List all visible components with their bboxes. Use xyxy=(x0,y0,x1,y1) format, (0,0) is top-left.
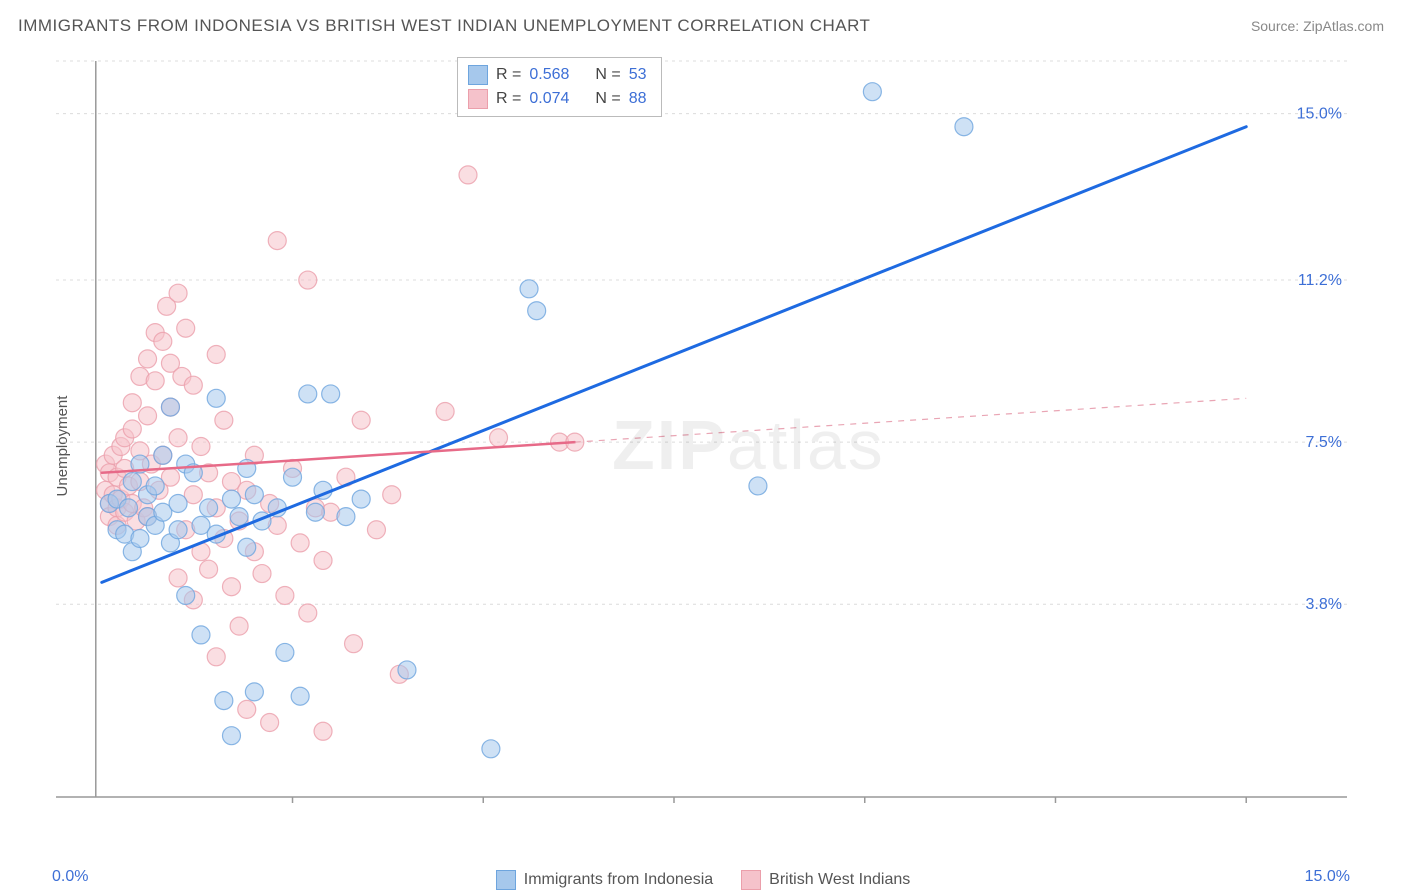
chart-container: IMMIGRANTS FROM INDONESIA VS BRITISH WES… xyxy=(0,0,1406,892)
chart-title: IMMIGRANTS FROM INDONESIA VS BRITISH WES… xyxy=(18,16,870,36)
r-value: 0.568 xyxy=(529,63,569,87)
legend-label: Immigrants from Indonesia xyxy=(524,871,713,889)
legend-item-blue: Immigrants from Indonesia xyxy=(496,870,713,890)
legend-row-blue: R = 0.568 N = 53 xyxy=(468,63,647,87)
n-value: 53 xyxy=(629,63,647,87)
svg-text:7.5%: 7.5% xyxy=(1306,434,1342,451)
legend-label: British West Indians xyxy=(769,871,910,889)
source-label: Source: ZipAtlas.com xyxy=(1251,18,1384,34)
n-value: 88 xyxy=(629,87,647,111)
swatch-pink-icon xyxy=(741,870,761,890)
n-label: N = xyxy=(595,63,620,87)
swatch-blue-icon xyxy=(496,870,516,890)
r-label: R = xyxy=(496,63,521,87)
swatch-pink-icon xyxy=(468,89,488,109)
svg-text:15.0%: 15.0% xyxy=(1297,106,1342,123)
legend-item-pink: British West Indians xyxy=(741,870,910,890)
svg-text:3.8%: 3.8% xyxy=(1306,596,1342,613)
swatch-blue-icon xyxy=(468,65,488,85)
r-label: R = xyxy=(496,87,521,111)
svg-text:11.2%: 11.2% xyxy=(1298,272,1342,289)
n-label: N = xyxy=(595,87,620,111)
plot-area: 3.8% 7.5% 11.2% 15.0% R = 0.568 N = 53 R = … xyxy=(52,55,1352,825)
r-value: 0.074 xyxy=(529,87,569,111)
legend-row-pink: R = 0.074 N = 88 xyxy=(468,87,647,111)
scatter-chart: 3.8% 7.5% 11.2% 15.0% xyxy=(52,55,1352,825)
series-legend: Immigrants from Indonesia British West I… xyxy=(0,870,1406,890)
correlation-legend: R = 0.568 N = 53 R = 0.074 N = 88 xyxy=(457,57,662,117)
